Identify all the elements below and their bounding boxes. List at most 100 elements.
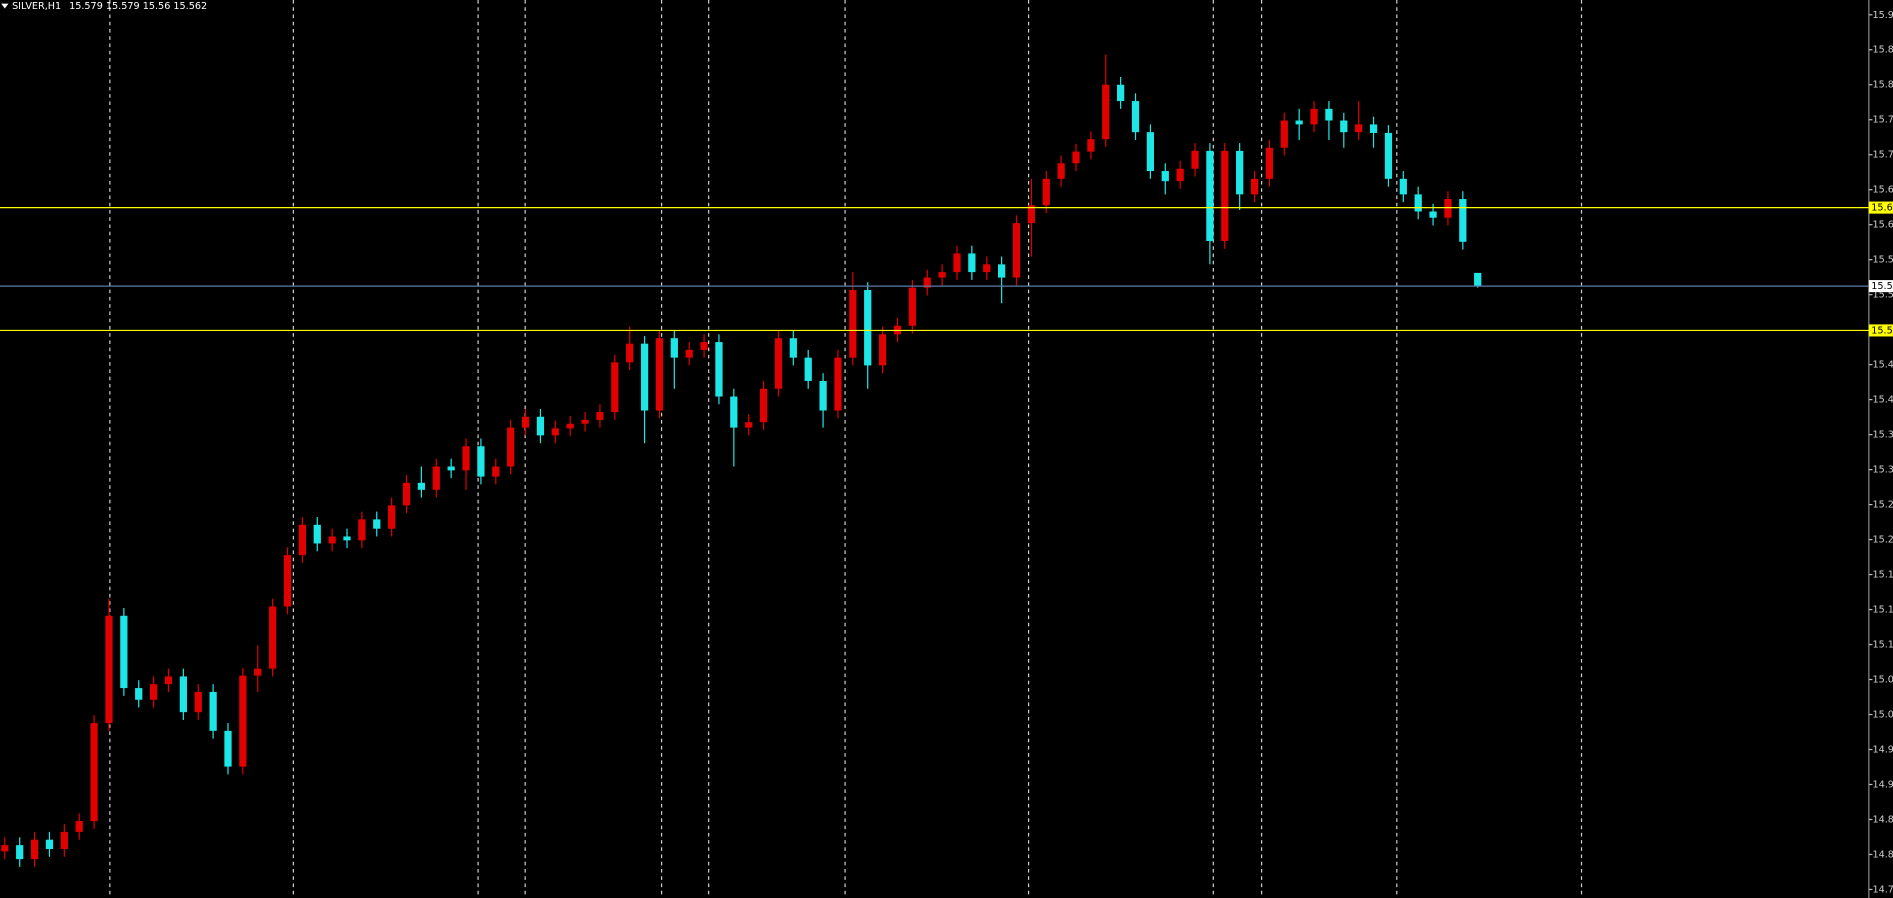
candle-body [715, 342, 723, 397]
price-level-label: 15.6 [1871, 203, 1892, 214]
candle-body [224, 730, 232, 767]
price-level-box [1868, 280, 1893, 293]
candle-body [759, 388, 768, 423]
candle-body [60, 831, 68, 850]
candle-body [1459, 199, 1467, 242]
menu-arrow[interactable] [1, 3, 9, 9]
y-tick-label: 14.8 [1872, 849, 1893, 860]
price-level-label: 15.5 [1871, 281, 1892, 292]
candle-body [983, 264, 991, 273]
candle-body [16, 845, 24, 860]
candle-body [1042, 178, 1050, 206]
candle-body [298, 524, 307, 556]
price-level-label: 15.5 [1871, 325, 1892, 336]
candle-body [45, 839, 54, 850]
y-tick-label: 15.4 [1872, 395, 1893, 406]
candle-body [1384, 132, 1393, 179]
y-tick-label: 15.1 [1872, 640, 1893, 651]
ohlc-close: 15.562 [173, 1, 207, 12]
candle-body [179, 676, 187, 713]
candle-body [1474, 272, 1482, 287]
candle-body [90, 723, 98, 822]
candle-body [819, 380, 827, 411]
ohlc-low: 15.56 [143, 1, 171, 12]
candle-body [1399, 178, 1407, 195]
candle-body [923, 277, 931, 288]
candle-body [75, 821, 83, 832]
y-tick-label: 15.8 [1872, 45, 1893, 56]
y-tick-label: 14.7 [1872, 884, 1893, 895]
symbol: SILVER,H1 [12, 1, 61, 12]
candle-body [1236, 150, 1244, 195]
y-tick-label: 15.3 [1872, 465, 1893, 476]
candle-body [1, 845, 9, 852]
candle-body [968, 253, 976, 273]
y-tick-label: 15.9 [1872, 10, 1893, 21]
candle-body [477, 446, 485, 477]
candle-body [149, 684, 158, 700]
candle-body [1250, 178, 1259, 195]
y-tick-label: 15.2 [1872, 500, 1893, 511]
candle-body [1161, 171, 1169, 182]
candle-body [626, 343, 634, 363]
y-tick-label: 15.0 [1872, 710, 1893, 721]
y-tick-label: 15.2 [1872, 535, 1893, 546]
candle-body [105, 615, 113, 724]
candle-body [1146, 132, 1155, 172]
candle-body [611, 362, 619, 413]
candle-body [1414, 194, 1422, 212]
candle-body [1429, 211, 1437, 218]
candle-body [655, 338, 664, 411]
candle-body [1057, 163, 1065, 179]
candle-body [402, 482, 411, 506]
candle-body [521, 416, 530, 428]
candle-body [640, 343, 649, 411]
candle-body [849, 290, 857, 358]
candle-body [1355, 124, 1363, 133]
candle-body [1117, 84, 1125, 102]
candle-body [135, 688, 143, 700]
candle-body [938, 272, 946, 278]
candle-body [239, 675, 247, 767]
candle-body [254, 668, 262, 676]
candle-body [1176, 168, 1184, 182]
y-tick-label: 15.7 [1872, 150, 1893, 161]
y-tick-label: 15.5 [1872, 255, 1893, 266]
y-tick-label: 15.3 [1872, 430, 1893, 441]
candle-body [1280, 120, 1288, 148]
candle-body [1444, 199, 1452, 218]
y-tick-label: 15.0 [1872, 675, 1893, 686]
candle-body [194, 691, 202, 713]
candle-body [834, 357, 842, 411]
candle-body [432, 466, 440, 490]
candle-body [581, 419, 589, 424]
chart-header: SILVER,H1 15.579 15.579 15.56 15.562 [12, 1, 207, 12]
candle-body [120, 615, 128, 689]
candle-body [1310, 108, 1318, 125]
candle-body [536, 416, 545, 436]
candle-body [596, 412, 604, 420]
candle-body [417, 482, 426, 490]
y-tick-label: 15.6 [1872, 185, 1893, 196]
candle-body [1340, 120, 1348, 133]
candle-body [1072, 151, 1080, 164]
y-tick-label: 15.5 [1872, 290, 1893, 301]
candle-body [1221, 150, 1229, 242]
candle-body [373, 519, 381, 529]
candle-body [388, 505, 396, 529]
candle-body [789, 338, 797, 358]
candle-body [30, 839, 39, 860]
candle-body [447, 466, 455, 471]
candle-body [343, 536, 351, 541]
y-tick-label: 14.8 [1872, 814, 1893, 825]
candle-body [492, 466, 500, 477]
candle-body [507, 427, 515, 467]
candle-body [908, 287, 916, 326]
candle-body [1102, 84, 1110, 140]
y-tick-label: 14.9 [1872, 745, 1893, 756]
ohlc-open: 15.579 [69, 1, 103, 12]
y-tick-label: 15.1 [1872, 605, 1893, 616]
